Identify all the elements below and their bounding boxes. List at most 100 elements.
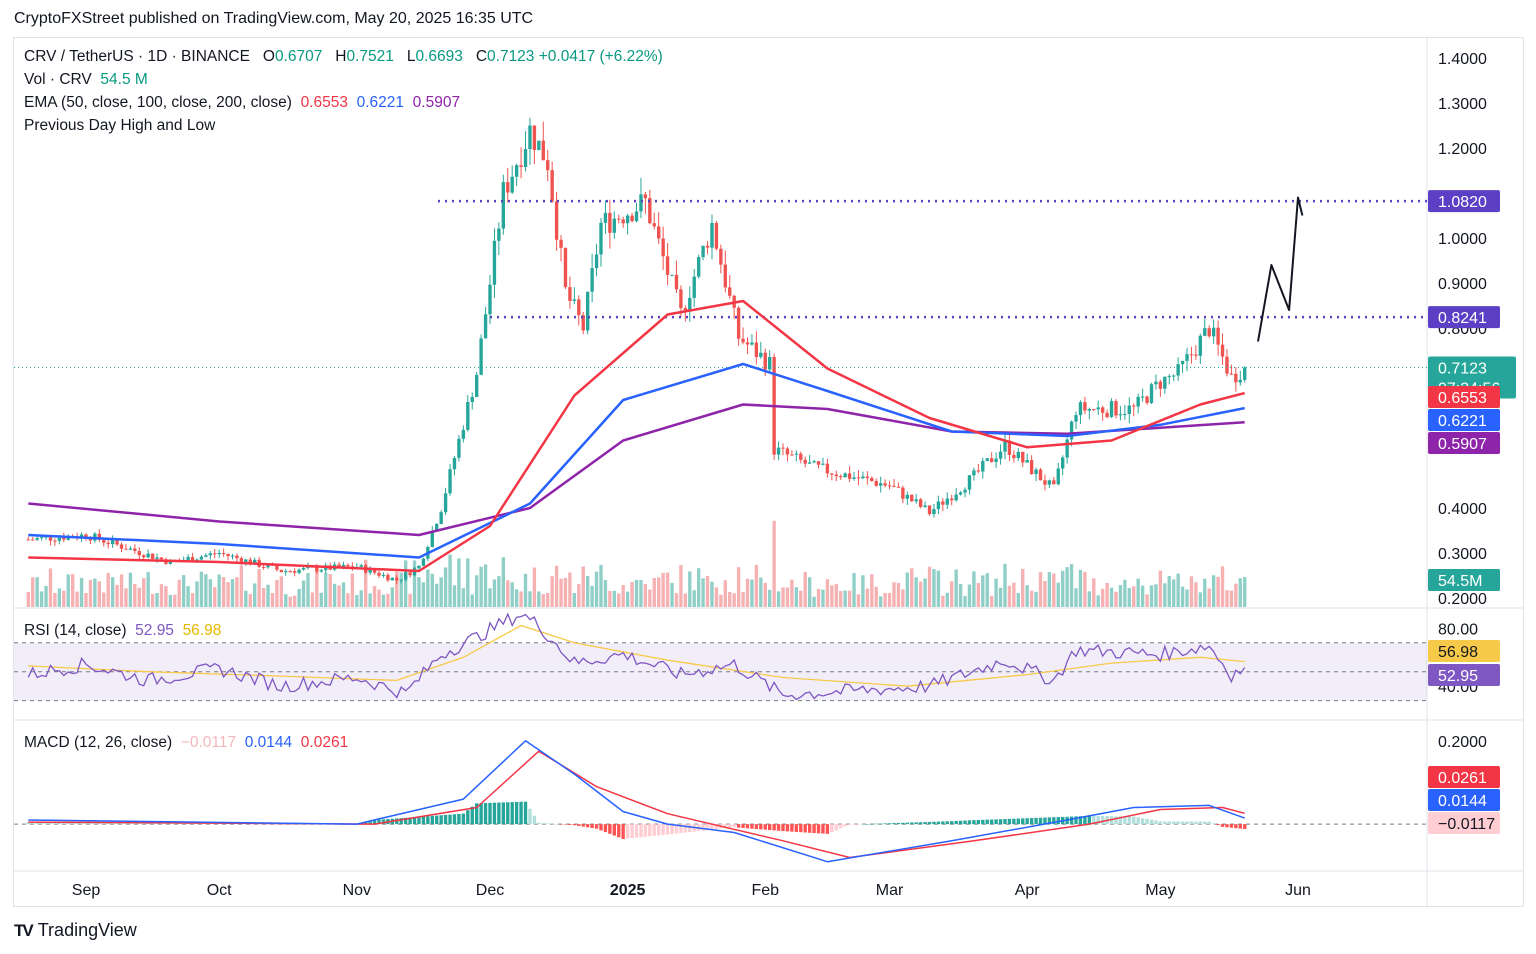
macd-tag-bg	[1428, 789, 1500, 811]
x-axis-tick-label: Dec	[476, 882, 504, 899]
candle-body	[958, 492, 963, 495]
volume-bar	[381, 594, 386, 607]
candle-body	[226, 553, 230, 557]
candle-body	[1016, 451, 1020, 459]
macd-histogram-bar	[883, 823, 887, 825]
macd-histogram-bar	[976, 819, 981, 825]
candle-body	[923, 505, 927, 507]
volume-bar	[26, 591, 30, 607]
candle-body	[963, 489, 967, 493]
candle-body	[31, 539, 35, 541]
volume-bar	[577, 584, 581, 607]
x-axis-tick-label: Oct	[207, 882, 232, 899]
tradingview-logo[interactable]: TV TradingView	[14, 920, 137, 941]
candle-body	[315, 566, 319, 572]
volume-bar	[301, 580, 306, 607]
candle-body	[128, 548, 133, 550]
candle-body	[750, 342, 754, 345]
candle-body	[1132, 405, 1136, 407]
candle-body	[554, 201, 559, 240]
candle-body	[421, 558, 426, 566]
volume-bar	[1016, 593, 1020, 607]
volume-bar	[70, 574, 75, 607]
candle-body	[714, 222, 719, 249]
macd-histogram-bar	[821, 824, 825, 834]
volume-bar	[1140, 585, 1145, 607]
volume-bar	[435, 583, 439, 607]
ema50-value: 0.6553	[300, 94, 348, 111]
macd-histogram-bar	[39, 822, 44, 825]
candle-body	[239, 558, 244, 563]
volume-bar	[359, 590, 363, 607]
macd-signal-tag-bg	[1428, 766, 1500, 788]
candle-body	[26, 539, 30, 541]
volume-bar	[701, 578, 705, 607]
high-value: 0.7521	[346, 48, 394, 65]
candle-body	[723, 264, 727, 288]
volume-bar	[253, 583, 257, 607]
volume-bar	[1052, 573, 1056, 607]
level-tag-bg	[1428, 306, 1500, 329]
volume-bar	[62, 590, 66, 607]
candle-body	[461, 429, 466, 439]
volume-bar	[732, 593, 736, 607]
y-axis-tick-label: 0.9000	[1438, 276, 1487, 293]
volume-bar	[1127, 588, 1131, 607]
volume-bar	[1176, 573, 1180, 607]
candle-body	[763, 352, 767, 370]
candle-body	[155, 557, 159, 559]
candle-body	[630, 215, 634, 222]
macd-histogram-bar	[497, 802, 501, 825]
candle-body	[932, 509, 936, 515]
macd-histogram-bar	[1016, 818, 1020, 825]
chart-frame	[13, 37, 1524, 907]
publish-credit: CryptoFXStreet published on TradingView.…	[14, 10, 534, 27]
macd-histogram-bar	[670, 824, 674, 835]
candle-body	[745, 342, 750, 345]
candle-body	[1007, 440, 1012, 455]
candle-body	[1109, 401, 1114, 418]
volume-bar	[652, 578, 656, 607]
volume-bar	[35, 577, 39, 607]
macd-histogram-bar	[803, 824, 807, 833]
candle-body	[124, 548, 128, 550]
macd-histogram-bar	[967, 820, 972, 825]
high-label: H	[335, 48, 347, 65]
candle-body	[35, 538, 39, 540]
candle-body	[230, 555, 235, 557]
volume-bar	[488, 588, 492, 607]
macd-histogram-bar	[1189, 821, 1194, 825]
volume-bar	[479, 566, 483, 607]
macd-histogram-bar	[736, 824, 741, 828]
level-tag: 1.0820	[1438, 194, 1487, 211]
volume-bar	[142, 578, 146, 607]
volume-bar	[585, 575, 590, 607]
macd-histogram-bar	[1029, 818, 1034, 825]
candle-body	[288, 571, 292, 573]
candle-body	[736, 307, 741, 339]
macd-histogram-bar	[1194, 821, 1198, 825]
macd-histogram-bar	[106, 822, 110, 825]
candle-body	[261, 566, 266, 568]
volume-bar	[1029, 590, 1034, 607]
volume-bar	[155, 592, 159, 607]
candle-body	[301, 568, 306, 570]
candle-body	[1127, 405, 1131, 415]
candle-body	[621, 219, 625, 224]
macd-histogram-bar	[887, 823, 892, 825]
macd-histogram-bar	[1176, 821, 1180, 825]
candle-body	[150, 553, 155, 559]
candle-body	[1083, 402, 1087, 411]
macd-histogram-bar	[625, 824, 630, 839]
volume-bar	[821, 589, 825, 607]
volume-bar	[1003, 563, 1007, 607]
macd-histogram-bar	[1100, 816, 1105, 825]
volume-bar	[288, 596, 292, 607]
volume-bar	[53, 593, 57, 607]
candle-body	[474, 374, 479, 397]
volume-bar	[790, 579, 794, 607]
candle-body	[110, 539, 115, 545]
macd-hist-tag: −0.0117	[1438, 816, 1495, 833]
macd-histogram-bar	[479, 803, 483, 825]
